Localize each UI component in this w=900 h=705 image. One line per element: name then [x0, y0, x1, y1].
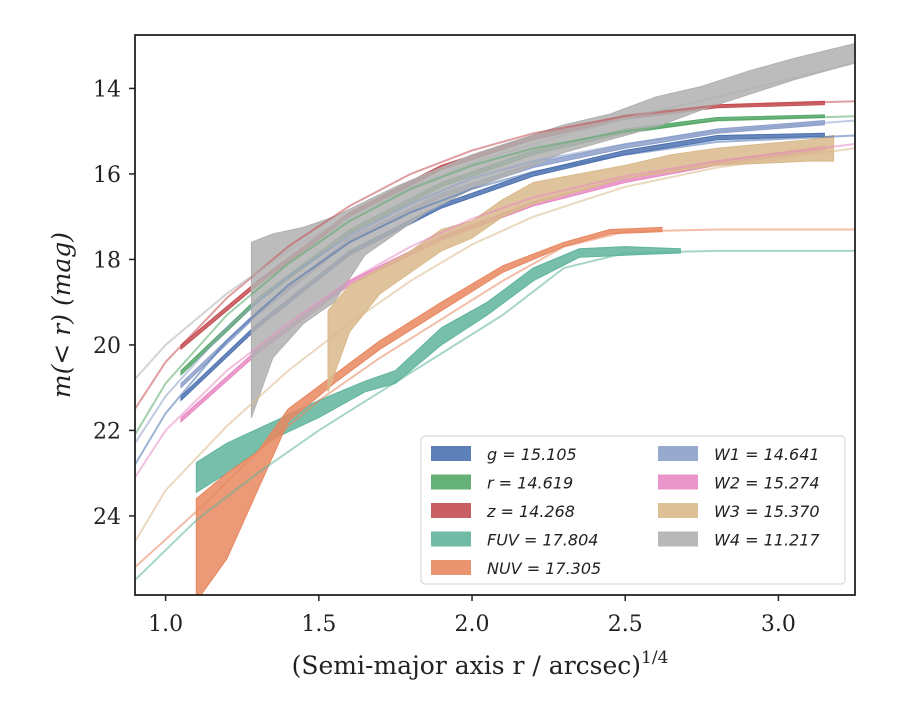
y-tick-label: 16	[93, 163, 121, 188]
legend-frame	[420, 435, 846, 585]
y-tick-label: 18	[93, 248, 121, 273]
x-tick-label: 2.0	[455, 612, 490, 637]
x-tick-label: 2.5	[608, 612, 643, 637]
legend-swatch-nuv	[431, 560, 471, 575]
legend-label-fuv: FUV = 17.804	[487, 531, 598, 550]
model-line-r	[135, 115, 855, 436]
y-tick-label: 22	[93, 419, 121, 444]
model-line-z	[135, 100, 855, 410]
axis-ticks: 1.0 1.5 2.0 2.5 3.0 14 16 18 20 22 24	[93, 77, 796, 637]
y-tick-label: 24	[93, 505, 121, 530]
legend-label-g: g = 15.105	[487, 445, 577, 464]
model-line-nuv	[135, 228, 855, 568]
x-axis-label-exponent: 1/4	[641, 648, 668, 668]
model-line-fuv	[135, 249, 855, 581]
model-line-w2	[135, 143, 855, 478]
model-line-g	[135, 134, 855, 466]
x-axis-label: (Semi-major axis r / arcsec)1/4	[292, 648, 669, 680]
model-line-w4	[135, 61, 855, 380]
legend-label-nuv: NUV = 17.305	[487, 559, 601, 578]
legend-swatch-z	[431, 503, 471, 518]
data-band-w4	[250, 42, 855, 418]
legend-swatch-w2	[658, 474, 698, 490]
x-tick-label: 1.0	[148, 612, 183, 637]
legend-swatch-w1	[658, 446, 698, 461]
legend-swatch-r	[431, 474, 471, 490]
plot-frame	[134, 34, 856, 596]
legend-swatch-g	[431, 446, 471, 461]
y-tick-label: 20	[93, 334, 121, 359]
legend-label-r: r = 14.619	[487, 474, 573, 493]
model-lines	[135, 61, 855, 581]
legend-label-w3: W3 = 15.370	[714, 502, 820, 521]
legend-label-z: z = 14.268	[486, 502, 575, 521]
x-tick-label: 3.0	[761, 612, 796, 637]
legend: g = 15.105 r = 14.619 z = 14.268 FUV = 17.8…	[420, 435, 846, 585]
legend-label-w1: W1 = 14.641	[714, 445, 820, 464]
legend-swatch-fuv	[431, 531, 471, 547]
data-band-fuv	[195, 246, 681, 494]
model-line-w1	[135, 119, 855, 444]
model-line-w3	[135, 147, 855, 543]
legend-label-w2: W2 = 15.274	[714, 474, 820, 493]
legend-swatch-w4	[658, 531, 698, 547]
legend-swatch-w3	[658, 503, 698, 518]
y-axis-label: m(< r) (mag)	[47, 232, 76, 398]
legend-label-w4: W4 = 11.217	[714, 531, 820, 550]
y-tick-label: 14	[93, 77, 121, 102]
x-tick-label: 1.5	[301, 612, 336, 637]
x-axis-label-main: (Semi-major axis r / arcsec)	[292, 651, 641, 680]
